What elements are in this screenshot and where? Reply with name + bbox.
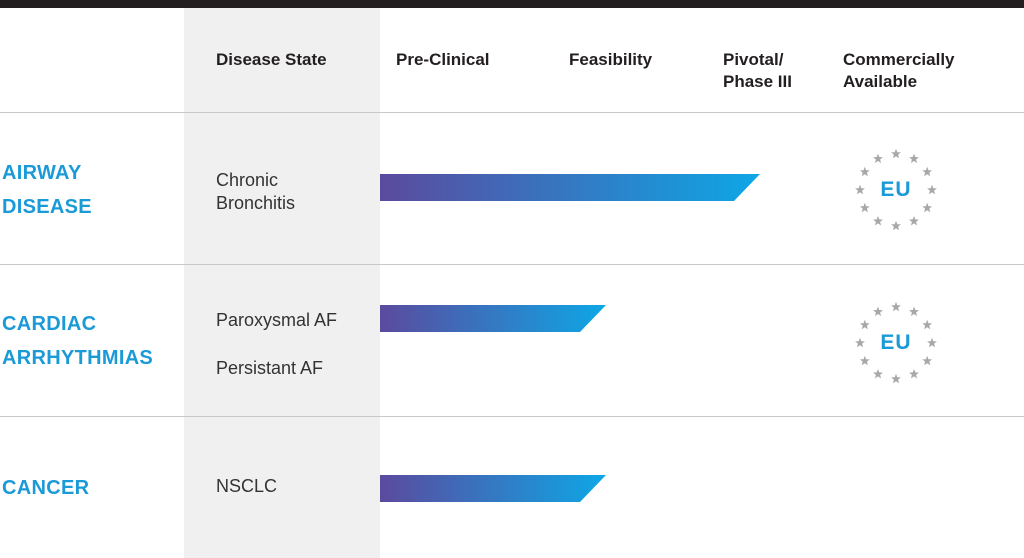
disease-state-label: Chronic Bronchitis xyxy=(216,170,296,213)
star-icon xyxy=(922,355,933,366)
star-icon xyxy=(909,153,919,164)
eu-stars-icon: EU xyxy=(851,298,941,388)
star-icon xyxy=(922,166,933,177)
star-icon xyxy=(855,337,865,348)
star-icon xyxy=(859,166,870,177)
header-stage-feasibility: Feasibility xyxy=(569,50,653,69)
star-icon xyxy=(859,319,870,330)
row-divider xyxy=(0,264,1024,265)
header-stage-pre-clinical: Pre-Clinical xyxy=(396,50,490,69)
category-label: CARDIAC ARRHYTHMIAS xyxy=(2,313,154,369)
star-icon xyxy=(891,220,901,231)
eu-label: EU xyxy=(880,331,912,354)
eu-label: EU xyxy=(880,178,912,201)
progress-bar xyxy=(380,305,606,332)
header-stage-commercial: Commercially Available xyxy=(843,50,955,91)
star-icon xyxy=(909,306,919,317)
disease-state-column-bg xyxy=(184,8,380,558)
star-icon xyxy=(891,148,901,159)
category-label: AIRWAY DISEASE xyxy=(2,162,92,218)
star-icon xyxy=(873,306,883,317)
row-divider xyxy=(0,112,1024,113)
progress-bar xyxy=(380,475,606,502)
progress-bar xyxy=(380,174,760,201)
star-icon xyxy=(855,184,865,195)
star-icon xyxy=(909,215,919,226)
star-icon xyxy=(873,153,883,164)
header-disease-state: Disease State xyxy=(216,50,327,69)
star-icon xyxy=(891,373,901,384)
star-icon xyxy=(909,368,919,379)
header-stage-pivotal: Pivotal/ Phase III xyxy=(723,50,792,91)
eu-stars-icon: EU xyxy=(851,145,941,235)
disease-state-label: NSCLC xyxy=(216,476,278,496)
star-icon xyxy=(873,215,883,226)
star-icon xyxy=(873,368,883,379)
category-label: CANCER xyxy=(2,477,90,499)
star-icon xyxy=(859,355,870,366)
top-bar xyxy=(0,0,1024,8)
star-icon xyxy=(927,337,937,348)
star-icon xyxy=(927,184,937,195)
star-icon xyxy=(922,319,933,330)
disease-state-label: Persistant AF xyxy=(216,358,324,378)
star-icon xyxy=(859,202,870,213)
disease-state-label: Paroxysmal AF xyxy=(216,310,338,330)
star-icon xyxy=(922,202,933,213)
star-icon xyxy=(891,301,901,312)
row-divider xyxy=(0,416,1024,417)
